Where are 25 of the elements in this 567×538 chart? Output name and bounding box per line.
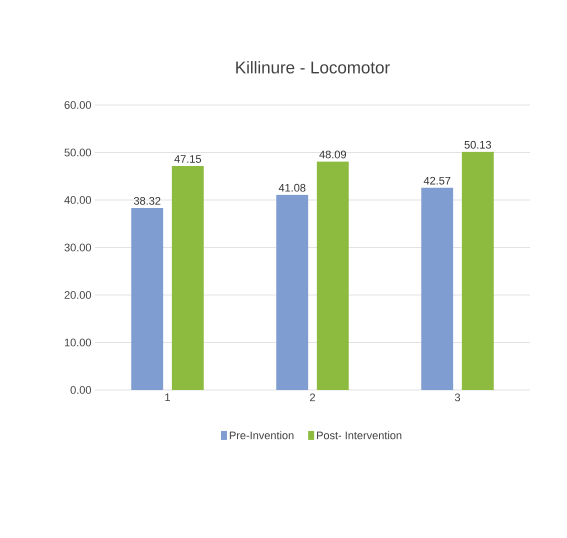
bar <box>316 162 349 390</box>
data-label: 41.08 <box>278 184 306 192</box>
bar <box>462 152 494 390</box>
y-tick-label: 0.00 <box>70 386 92 394</box>
y-tick-label: 40.00 <box>64 196 92 204</box>
data-label: 42.57 <box>424 176 450 185</box>
bar <box>131 208 164 390</box>
y-tick-label: 20.00 <box>64 291 92 299</box>
x-tick-label: 1 <box>165 394 170 402</box>
y-tick-label: 60.00 <box>64 101 92 109</box>
bar <box>421 188 454 390</box>
chart-title: Killinure - Locomotor <box>236 61 390 74</box>
data-label: 38.32 <box>134 197 160 205</box>
y-tick-label: 10.00 <box>64 338 92 346</box>
x-tick-label: 3 <box>454 394 460 402</box>
y-tick-label: 50.00 <box>64 148 92 156</box>
data-label: 47.15 <box>174 155 202 163</box>
y-tick-label: 30.00 <box>64 244 92 252</box>
x-tick-label: 2 <box>310 394 315 402</box>
legend-label: Post- Intervention <box>317 431 402 440</box>
data-label: 48.09 <box>319 150 346 158</box>
bar <box>276 194 308 390</box>
data-label: 50.13 <box>464 140 492 149</box>
legend-label: Pre-Invention <box>230 431 294 440</box>
bar <box>172 166 204 390</box>
